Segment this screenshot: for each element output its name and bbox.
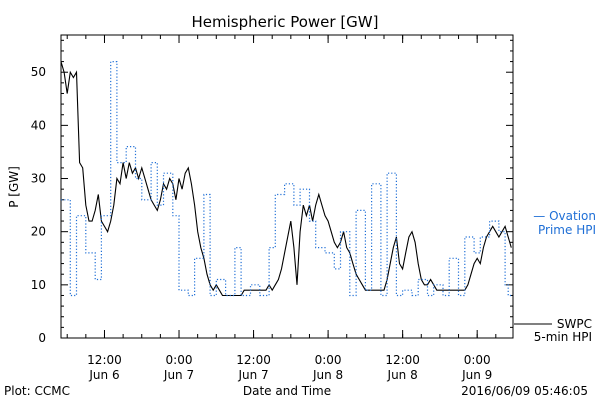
generation-timestamp: 2016/06/09 05:46:05 [461,384,588,398]
x-tick-label-date: Jun 8 [387,368,418,382]
y-tick-label: 10 [31,278,46,292]
x-tick-label-time: 12:00 [87,353,122,367]
x-tick-label-date: Jun 6 [88,368,119,382]
y-axis: 0 10 20 30 40 50 [31,39,513,345]
y-tick-label: 30 [31,172,46,186]
x-tick-label-date: Jun 9 [461,368,492,382]
plot-frame [60,34,514,339]
x-tick-label-time: 12:00 [385,353,420,367]
y-tick-label: 40 [31,118,46,132]
legend-ovation-line2: Prime HPI [538,223,596,237]
legend-swpc-line1: SWPC [557,317,592,331]
legend-ovation-line1: — Ovation [533,209,596,223]
y-tick-label: 50 [31,65,46,79]
plot-credit: Plot: CCMC [4,384,70,398]
x-tick-label-time: 0:00 [315,353,342,367]
x-tick-label-date: Jun 8 [312,368,343,382]
x-tick-label-time: 0:00 [166,353,193,367]
series-ovation-line [61,60,513,297]
y-axis-label: P [GW] [7,166,21,208]
chart-title: Hemispheric Power [GW] [192,13,379,31]
x-tick-label-time: 0:00 [464,353,491,367]
x-axis-label: Date and Time [243,384,331,398]
y-tick-label: 20 [31,225,46,239]
x-tick-label-time: 12:00 [236,353,271,367]
legend-swpc-line2: 5-min HPI [534,330,592,344]
x-tick-label-date: Jun 7 [237,368,268,382]
series-layer [60,60,513,297]
series-swpc-line [60,61,512,297]
y-tick-label: 0 [38,331,46,345]
x-tick-label-date: Jun 7 [163,368,194,382]
